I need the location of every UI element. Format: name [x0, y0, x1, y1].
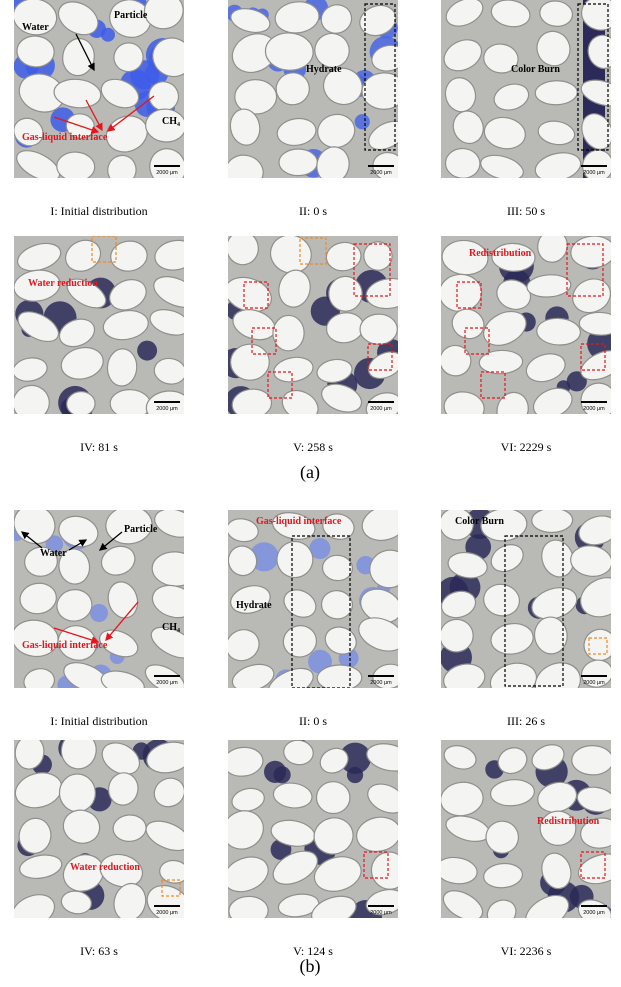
- scale-bar-label: 2000 μm: [156, 680, 178, 686]
- annotation: Particle: [124, 524, 158, 535]
- caption: III: 26 s: [507, 714, 545, 728]
- micrograph: 2000 μm Redistribution: [434, 740, 621, 936]
- image-content: 2000 μm: [216, 738, 414, 931]
- fluid: [274, 766, 291, 783]
- caption: III: 50 s: [507, 204, 545, 218]
- annotation: Particle: [114, 10, 148, 21]
- caption: IV: 81 s: [80, 440, 118, 454]
- scale-bar-label: 2000 μm: [370, 406, 392, 412]
- scale-bar-label: 2000 μm: [583, 680, 605, 686]
- annotation: Hydrate: [236, 600, 272, 611]
- caption: II: 0 s: [299, 714, 327, 728]
- caption: V: 258 s: [293, 440, 333, 454]
- annotation: CH₄: [162, 622, 180, 633]
- particle: [229, 896, 269, 926]
- image-content: 2000 μm Water reduction: [6, 729, 197, 935]
- scale-bar-label: 2000 μm: [370, 680, 392, 686]
- fluid: [101, 28, 115, 42]
- image-content: 2000 μm Water reduction: [9, 235, 203, 425]
- annotation: Gas-liquid interface: [22, 640, 108, 651]
- fluid: [90, 604, 108, 622]
- caption: I: Initial distribution: [50, 714, 147, 728]
- particle: [532, 508, 573, 533]
- annotation: Gas-liquid interface: [256, 516, 342, 527]
- annotation: Gas-liquid interface: [22, 132, 108, 143]
- particle: [317, 665, 362, 692]
- image-content: 2000 μm Gas-liquid interface Hydrate: [221, 501, 413, 705]
- annotation: CH₄: [162, 116, 180, 127]
- scale-bar-label: 2000 μm: [583, 170, 605, 176]
- micrograph: 2000 μm: [221, 228, 415, 426]
- image-content: 2000 μm Redistribution: [435, 227, 621, 431]
- micrograph: 2000 μm Water reduction: [9, 235, 203, 425]
- micrograph: 2000 μm Redistribution: [435, 227, 621, 431]
- particle: [362, 72, 407, 109]
- scale-bar-label: 2000 μm: [583, 910, 605, 916]
- annotation: Redistribution: [537, 816, 600, 827]
- scale-bar-label: 2000 μm: [156, 910, 178, 916]
- annotation: Color Burn: [511, 64, 560, 75]
- particle: [230, 343, 270, 380]
- particle: [360, 314, 397, 344]
- annotation: Water: [22, 22, 49, 33]
- image-content: 2000 μm Redistribution: [434, 740, 621, 936]
- micrograph: 2000 μm Color Burn: [439, 0, 621, 185]
- image-content: 2000 μm Hydrate: [223, 0, 411, 191]
- particle: [535, 80, 578, 105]
- panel-label: (b): [300, 956, 321, 977]
- image-content: 2000 μm Water Particle CH₄ Gas-liquid interf…: [3, 0, 200, 192]
- scale-bar-label: 2000 μm: [156, 406, 178, 412]
- caption: I: Initial distribution: [50, 204, 147, 218]
- micrograph: 2000 μm: [216, 738, 414, 931]
- annotation: Hydrate: [306, 64, 342, 75]
- scale-bar-label: 2000 μm: [370, 910, 392, 916]
- scale-bar-label: 2000 μm: [583, 406, 605, 412]
- annotation: Water reduction: [28, 278, 98, 289]
- micrograph: 2000 μm Color Burn: [437, 505, 621, 709]
- figure: 2000 μm Water Particle CH₄ Gas-liquid interf…: [0, 0, 621, 987]
- micrograph: 2000 μm Gas-liquid interface Hydrate: [221, 501, 413, 705]
- caption: IV: 63 s: [80, 944, 118, 958]
- caption: VI: 2229 s: [501, 440, 552, 454]
- fluid: [355, 114, 370, 129]
- micrograph: 2000 μm Particle Water Gas-liquid interface…: [7, 498, 200, 699]
- particle: [279, 149, 317, 176]
- image-content: 2000 μm: [221, 228, 415, 426]
- panel-label: (a): [300, 462, 320, 483]
- scale-bar-label: 2000 μm: [156, 170, 178, 176]
- image-content: 2000 μm Particle Water Gas-liquid interface…: [7, 498, 200, 699]
- scale-bar-label: 2000 μm: [370, 170, 392, 176]
- particle: [272, 315, 304, 351]
- annotation: Water: [40, 548, 67, 559]
- annotation: Redistribution: [469, 248, 532, 259]
- caption: II: 0 s: [299, 204, 327, 218]
- micrograph: 2000 μm Water Particle CH₄ Gas-liquid interf…: [3, 0, 200, 192]
- annotation: Color Burn: [455, 516, 504, 527]
- micrograph: 2000 μm Water reduction: [6, 729, 197, 935]
- micrograph: 2000 μm Hydrate: [223, 0, 411, 191]
- fluid: [137, 341, 157, 361]
- caption: VI: 2236 s: [501, 944, 552, 958]
- image-content: 2000 μm Color Burn: [439, 0, 621, 185]
- image-content: 2000 μm Color Burn: [437, 505, 621, 709]
- annotation: Water reduction: [70, 862, 140, 873]
- particle: [572, 745, 614, 775]
